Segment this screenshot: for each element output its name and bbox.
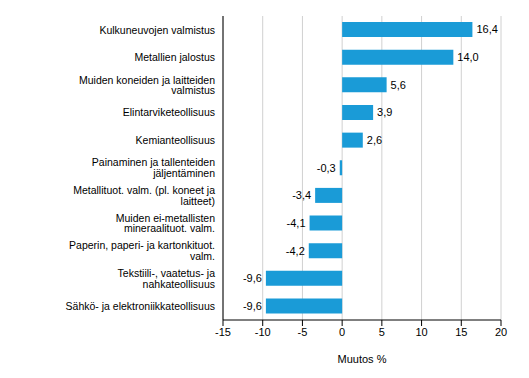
svg-text:Kemianteollisuus: Kemianteollisuus	[136, 134, 215, 146]
svg-text:20: 20	[495, 326, 507, 338]
svg-text:15: 15	[455, 326, 467, 338]
svg-text:-3,4: -3,4	[292, 189, 311, 201]
svg-text:-9,6: -9,6	[243, 272, 262, 284]
svg-text:Painaminen ja tallenteidenjälj: Painaminen ja tallenteidenjäljentäminen	[92, 156, 215, 179]
svg-text:5: 5	[379, 326, 385, 338]
svg-text:0: 0	[339, 326, 345, 338]
svg-text:Sähkö- ja elektroniikkateollis: Sähkö- ja elektroniikkateollisuus	[66, 300, 215, 312]
svg-text:Elintarviketeollisuus: Elintarviketeollisuus	[123, 106, 215, 118]
svg-text:-10: -10	[255, 326, 271, 338]
svg-text:Muiden ei-metallistenmineraali: Muiden ei-metallistenmineraalituot. valm…	[116, 212, 215, 235]
svg-text:Paperin, paperi- ja kartonkitu: Paperin, paperi- ja kartonkituot.valm.	[69, 239, 215, 262]
svg-text:Metallituot. valm. (pl. koneet: Metallituot. valm. (pl. koneet jalaittee…	[73, 184, 215, 207]
svg-text:-9,6: -9,6	[243, 300, 262, 312]
svg-text:Kulkuneuvojen valmistus: Kulkuneuvojen valmistus	[99, 24, 215, 36]
svg-text:Muutos %: Muutos %	[338, 353, 387, 365]
svg-text:-4,1: -4,1	[287, 217, 306, 229]
svg-text:3,9: 3,9	[377, 106, 392, 118]
svg-text:Metallien jalostus: Metallien jalostus	[134, 51, 215, 63]
svg-text:10: 10	[415, 326, 427, 338]
svg-text:2,6: 2,6	[367, 134, 382, 146]
svg-text:Muiden koneiden ja laitteidenv: Muiden koneiden ja laitteidenvalmistus	[79, 74, 215, 97]
svg-text:14,0: 14,0	[457, 51, 478, 63]
svg-text:-0,3: -0,3	[317, 162, 336, 174]
svg-text:-4,2: -4,2	[286, 245, 305, 257]
svg-text:5,6: 5,6	[391, 79, 406, 91]
svg-text:-5: -5	[298, 326, 308, 338]
svg-text:16,4: 16,4	[476, 23, 497, 35]
svg-text:Tekstiili-, vaatetus- janahkat: Tekstiili-, vaatetus- janahkateollisuus	[118, 267, 216, 290]
svg-text:-15: -15	[215, 326, 231, 338]
